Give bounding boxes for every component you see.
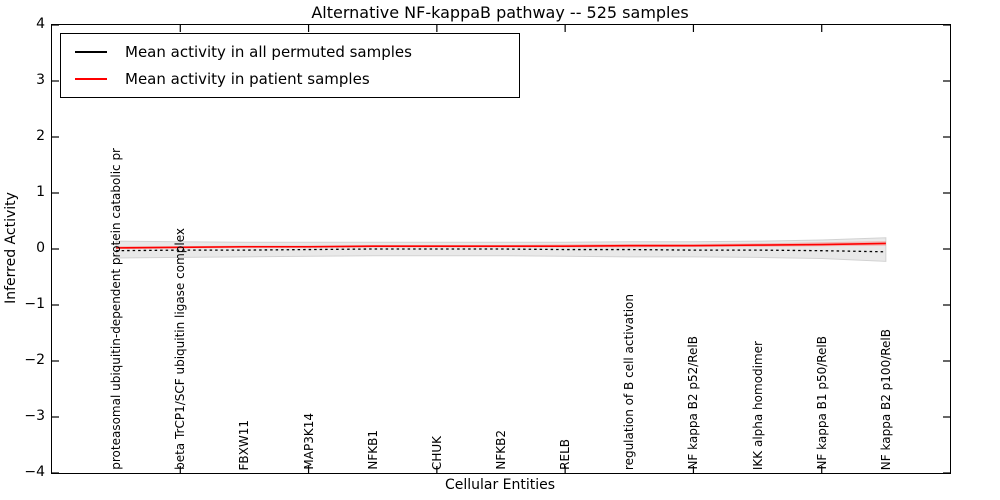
x-tick-label-text: regulation of B cell activation — [622, 293, 637, 470]
x-tick-label: NF kappa B2 p52/RelB — [686, 336, 700, 470]
legend-item-patient: Mean activity in patient samples — [61, 70, 519, 88]
x-tick-label: CHUK — [430, 436, 444, 470]
x-tick-label-text: NFKB2 — [494, 430, 508, 470]
y-tick-label: 0 — [36, 240, 45, 256]
x-tick-label: proteasomal ubiquitin-dependent protein … — [109, 148, 123, 470]
x-tick-label: MAP3K14 — [302, 413, 316, 470]
legend-box: Mean activity in all permuted samples Me… — [60, 33, 520, 98]
legend-line-black — [75, 51, 107, 53]
series-line-permuted — [116, 248, 886, 253]
x-tick-label-text: MAP3K14 — [301, 413, 316, 470]
x-tick-label-text: NF kappa B2 p100/RelB — [878, 328, 893, 470]
chart-title: Alternative NF-kappaB pathway -- 525 sam… — [311, 3, 689, 22]
x-tick-label-text: CHUK — [429, 435, 444, 470]
y-tick-label: −2 — [24, 352, 45, 368]
x-tick-label-text: NF kappa B2 p52/RelB — [686, 336, 701, 470]
chart-svg — [52, 25, 950, 473]
x-tick-label-text: proteasomal ubiquitin-dependent protein … — [109, 148, 124, 470]
x-tick-label-text: RELB — [558, 439, 573, 470]
band-permuted-samples-range — [115, 237, 887, 262]
legend-label: Mean activity in all permuted samples — [125, 43, 412, 61]
x-tick-label: IKK alpha homodimer — [751, 341, 765, 470]
y-tick-label: 4 — [36, 16, 45, 32]
y-tick-label: 3 — [36, 72, 45, 88]
legend-label: Mean activity in patient samples — [125, 70, 370, 88]
plot-area: proteasomal ubiquitin-dependent protein … — [51, 24, 951, 474]
y-tick-label: −3 — [24, 408, 45, 424]
x-tick-label-text: NFKB1 — [365, 430, 380, 470]
x-axis-label: Cellular Entities — [444, 477, 556, 493]
legend-item-permuted: Mean activity in all permuted samples — [61, 43, 519, 61]
y-axis-label: Inferred Activity — [3, 192, 19, 304]
x-tick-label: NF kappa B2 p100/RelB — [879, 329, 893, 470]
series-line-patient — [116, 242, 886, 249]
x-tick-label-text: IKK alpha homodimer — [750, 340, 765, 470]
y-tick-label: 1 — [36, 184, 45, 200]
x-tick-label: RELB — [558, 439, 572, 470]
x-tick-label-text: beta TrCP1/SCF ubiquitin ligase complex — [173, 228, 188, 470]
x-tick-label: NFKB2 — [494, 430, 508, 470]
x-tick-label: FBXW11 — [237, 420, 251, 471]
x-tick-label: NFKB1 — [366, 430, 380, 470]
y-tick-label: −1 — [24, 296, 45, 312]
x-tick-label: beta TrCP1/SCF ubiquitin ligase complex — [173, 228, 187, 470]
y-tick-label: −4 — [24, 464, 45, 480]
x-tick-label: regulation of B cell activation — [622, 294, 636, 470]
x-tick-label: NF kappa B1 p50/RelB — [815, 336, 829, 470]
x-tick-label-text: NF kappa B1 p50/RelB — [814, 336, 829, 470]
y-tick-label: 2 — [36, 128, 45, 144]
x-tick-label-text: FBXW11 — [237, 419, 252, 471]
legend-line-red — [75, 78, 107, 80]
